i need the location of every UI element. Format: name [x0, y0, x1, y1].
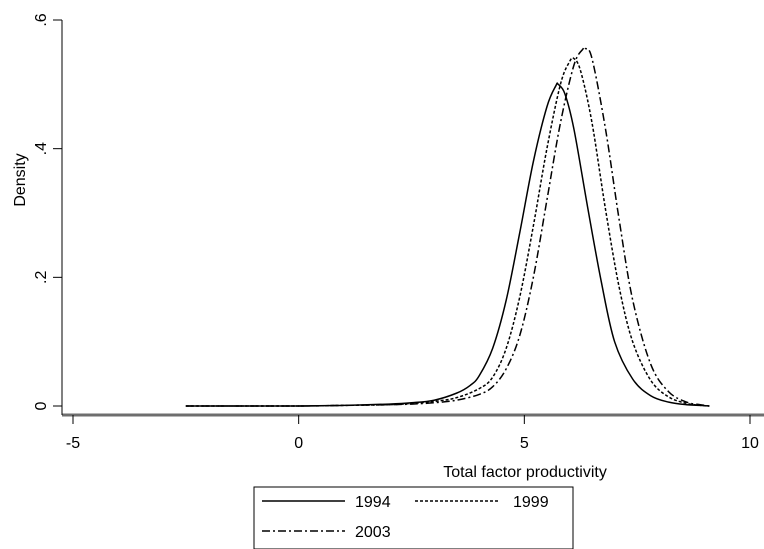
y-tick-label: .2 [33, 271, 50, 284]
y-tick-label: 0 [33, 401, 50, 410]
legend-box [253, 486, 574, 549]
x-tick-label: 10 [741, 435, 759, 452]
x-axis-label: Total factor productivity [443, 464, 607, 481]
x-tick-label: 5 [520, 435, 529, 452]
legend-label-1999: 1999 [513, 494, 549, 511]
legend-label-2003: 2003 [355, 524, 391, 541]
legend-label-1994: 1994 [355, 494, 391, 511]
series-line-2003 [185, 46, 710, 407]
y-tick-label: .4 [33, 142, 50, 155]
y-axis-label: Density [12, 153, 29, 206]
legend: 1994 1999 2003 [253, 486, 574, 549]
y-tick-label: .6 [33, 13, 50, 26]
x-tick-label: -5 [66, 435, 80, 452]
x-tick-label: 0 [294, 435, 303, 452]
